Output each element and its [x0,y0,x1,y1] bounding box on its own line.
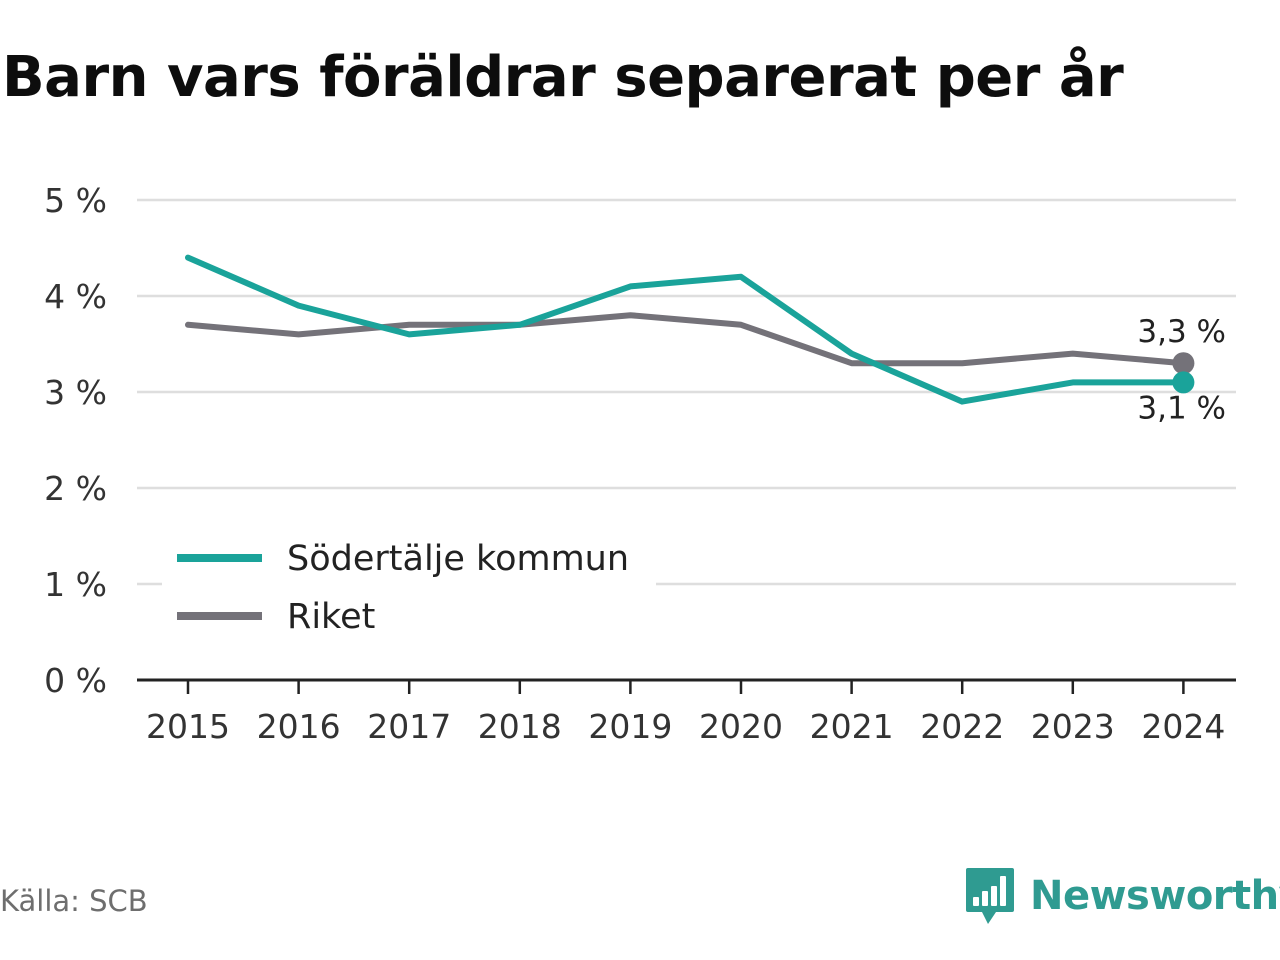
newsworthy-logo-icon [966,868,1014,924]
x-tick-label: 2021 [810,707,894,746]
x-tick-label: 2018 [478,707,562,746]
x-axis [137,678,1236,694]
chart-title: Barn vars föräldrar separerat per år [2,45,1124,110]
legend-label: Riket [287,597,375,637]
end-labels: 3,1 % 3,3 % [1137,314,1226,426]
end-value-label: 3,1 % [1137,390,1226,426]
legend: Södertälje kommun Riket [162,526,656,637]
line-chart: 0 %1 %2 %3 %4 %5 % 2015 2016 2017 2018 2019 2… [44,181,1236,746]
y-tick-label: 2 % [44,469,107,508]
series-line [185,312,1187,367]
x-tick-label: 2017 [367,707,451,746]
y-tick-label: 5 % [44,181,107,220]
x-axis-labels: 2015 2016 2017 2018 2019 2020 2021 2022 2023 2024 [146,707,1225,746]
series-line [185,254,1187,405]
x-tick-label: 2020 [699,707,783,746]
end-value-label: 3,3 % [1137,314,1226,350]
series-lines [185,254,1195,405]
brand-logo: Newsworthy [964,866,1280,926]
x-tick-label: 2016 [257,707,341,746]
x-tick-label: 2019 [588,707,672,746]
x-tick-label: 2022 [920,707,1004,746]
brand-name: Newsworthy [1030,873,1280,919]
y-tick-label: 1 % [44,565,107,604]
source-label: Källa: SCB [0,884,148,918]
x-tick-label: 2023 [1031,707,1115,746]
x-tick-label: 2015 [146,707,230,746]
y-axis-labels: 0 % 1 % 2 % 3 % 4 % 5 % [44,181,107,700]
legend-label: Södertälje kommun [287,539,629,579]
y-tick-label: 0 % [44,661,107,700]
y-tick-label: 3 % [44,373,107,412]
end-point-marker [1172,371,1195,394]
x-tick-label: 2024 [1141,707,1225,746]
y-tick-label: 4 % [44,277,107,316]
end-point-marker [1172,352,1195,375]
